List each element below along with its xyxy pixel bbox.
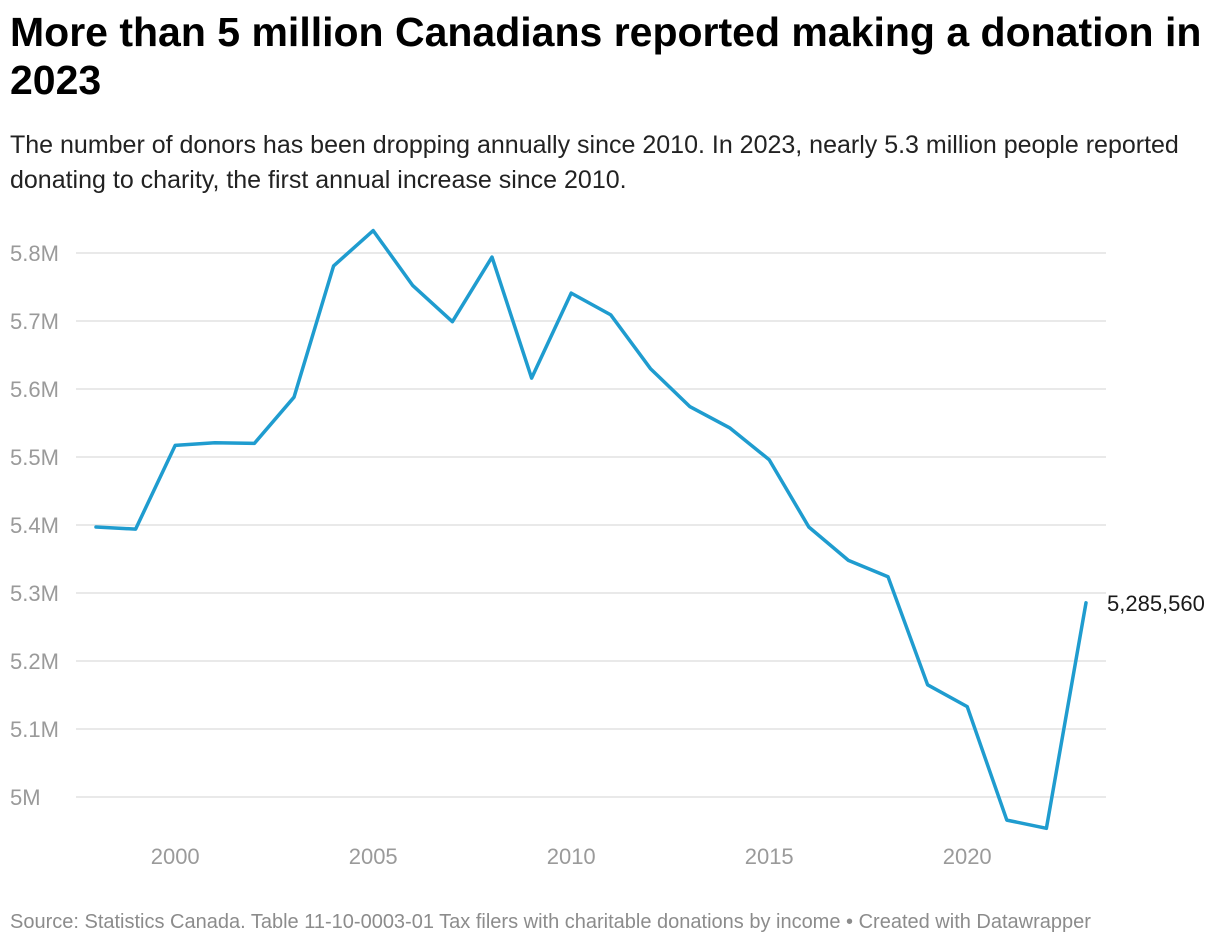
annotations: 5,285,560 [1107, 591, 1205, 616]
series-layer [94, 228, 1088, 831]
y-tick-label: 5.8M [10, 241, 59, 266]
credit-text: Created with Datawrapper [858, 911, 1091, 933]
x-tick-label: 2005 [349, 844, 398, 869]
x-axis-ticks: 2000 2005 2010 2015 2020 [151, 844, 992, 869]
x-tick-label: 2010 [547, 844, 596, 869]
y-tick-label: 5.2M [10, 649, 59, 674]
x-tick-label: 2020 [943, 844, 992, 869]
y-tick-label: 5.3M [10, 581, 59, 606]
y-tick-label: 5.4M [10, 513, 59, 538]
x-tick-label: 2015 [745, 844, 794, 869]
line-chart: 5M5.1M5.2M5.3M5.4M5.5M5.6M5.7M5.8M 2000 2… [10, 228, 1205, 869]
gridlines [76, 252, 1106, 798]
x-tick-label: 2000 [151, 844, 200, 869]
chart-subtitle: The number of donors has been dropping a… [10, 131, 1179, 194]
y-tick-label: 5.1M [10, 717, 59, 742]
footer-separator: • [840, 911, 859, 933]
source-text: Source: Statistics Canada. Table 11-10-0… [10, 911, 841, 933]
y-tick-label: 5.7M [10, 309, 59, 334]
y-tick-label: 5.5M [10, 445, 59, 470]
source-footer: Source: Statistics Canada. Table 11-10-0… [10, 908, 1220, 936]
y-axis-ticks: 5M 5.1M 5.2M 5.3M 5.4M 5.5M 5.6M 5.7M 5.8M [10, 241, 59, 810]
end-value-label: 5,285,560 [1107, 591, 1205, 616]
chart-title: More than 5 million Canadians reported m… [10, 9, 1202, 103]
series-line-donors [94, 228, 1088, 831]
y-tick-label: 5M [10, 785, 41, 810]
y-tick-label: 5.6M [10, 377, 59, 402]
